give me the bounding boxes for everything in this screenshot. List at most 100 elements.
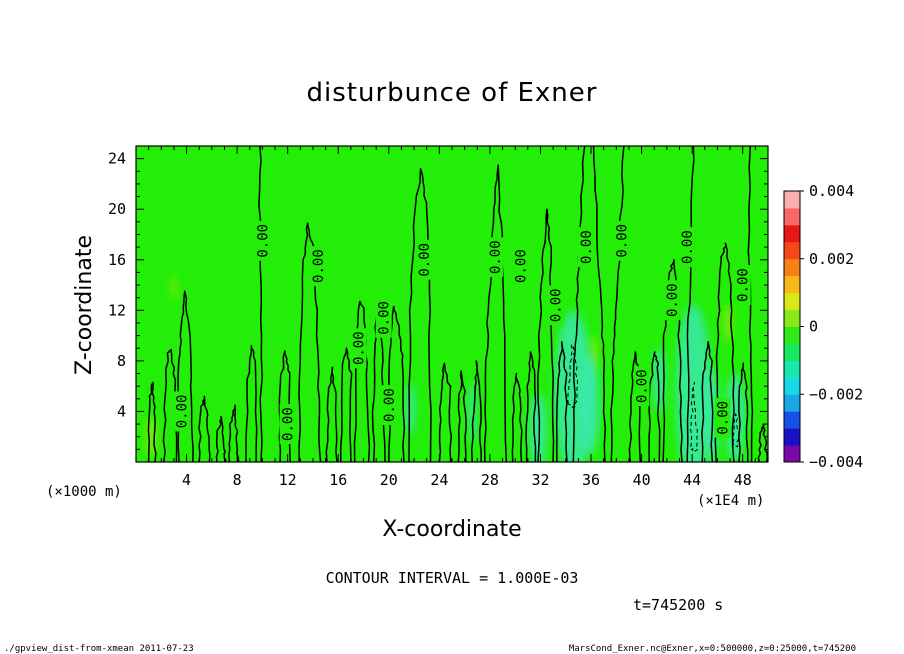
- colorbar-tick-label: 0.004: [809, 182, 854, 200]
- negative-anomaly-patches: [405, 304, 746, 462]
- colorbar-swatch: [784, 326, 800, 344]
- contour-label-6: 0.00: [382, 388, 398, 422]
- colorbar-swatch: [784, 292, 800, 311]
- contour-line-16: [438, 362, 453, 462]
- contour-line-22: [537, 208, 555, 462]
- contour-label-bg-14: [663, 280, 680, 321]
- plot-area: 0.00 0.00 0.00 0.00 0.00 0.00 0.00 0.00 0.00 0.00…: [108, 145, 769, 489]
- contour-label-bg-2: [279, 404, 296, 445]
- contour-line-9: [298, 222, 322, 462]
- contour-label-bg-13: [633, 366, 650, 407]
- colorbar-tick-label: −0.002: [809, 385, 863, 403]
- contour-label-bg-9: [512, 246, 529, 287]
- colorbar-swatch: [784, 445, 800, 463]
- contour-line-32: [714, 242, 735, 462]
- contour-label-15: 0.00: [680, 230, 696, 264]
- contour-line-3: [198, 395, 211, 462]
- colorbar-tick-labels: 0.004 0.002 0 −0.002 −0.004: [800, 182, 863, 471]
- x-tick-label: 32: [531, 471, 549, 489]
- contour-line-26: [610, 146, 625, 462]
- x-tick-label: 16: [329, 471, 347, 489]
- contour-line-0: [147, 381, 157, 462]
- contour-label-bg-5: [375, 297, 392, 338]
- contour-label-11: 0.00: [579, 230, 595, 264]
- contour-label-bg-4: [350, 328, 367, 369]
- contour-label-10: 0.00: [549, 288, 565, 322]
- contour-label-bg-11: [577, 227, 594, 268]
- contour-line-29: [662, 259, 683, 462]
- contour-line-14: [387, 305, 406, 462]
- negative-patch-3: [652, 348, 666, 412]
- colorbar-swatch: [784, 428, 800, 446]
- colorbar-tick-label: 0.002: [809, 250, 854, 268]
- colorbar-swatch: [784, 343, 800, 361]
- contour-label-bg-12: [613, 220, 630, 261]
- y-tick-label: 4: [117, 402, 126, 420]
- y-tick-label: 24: [108, 150, 126, 168]
- positive-patch-1: [171, 274, 177, 301]
- x-tick-label: 8: [233, 471, 242, 489]
- contour-label-bg-15: [679, 227, 696, 268]
- x-tick-label: 40: [633, 471, 651, 489]
- contour-line-38: [732, 413, 740, 448]
- contour-label-0: 0.00: [175, 395, 191, 429]
- contour-label-bg-17: [734, 265, 751, 306]
- colorbar-swatch: [784, 309, 800, 327]
- colorbar-swatch: [784, 207, 800, 226]
- contour-label-16: 0.00: [716, 401, 732, 435]
- y-tick-label: 8: [117, 352, 126, 370]
- x-tick-label: 20: [380, 471, 398, 489]
- contour-line-19: [483, 164, 508, 462]
- x-axis-label: X-coordinate: [382, 517, 521, 542]
- contour-line-28: [648, 351, 661, 462]
- contour-line-8: [278, 350, 292, 462]
- colorbar-swatch: [784, 191, 800, 209]
- contour-label-5: 0.00: [377, 301, 393, 335]
- contour-line-20: [511, 372, 523, 462]
- contour-line-11: [339, 347, 353, 462]
- contour-line-6: [245, 344, 258, 462]
- y-tick-label: 20: [108, 200, 126, 218]
- contour-label-13: 0.00: [635, 369, 651, 403]
- contour-label-bg-16: [714, 397, 731, 438]
- colorbar-swatch: [784, 258, 800, 277]
- contour-label-bg-0: [173, 391, 190, 432]
- contour-label-7: 0.00: [417, 243, 433, 277]
- colorbar-swatch: [784, 275, 800, 294]
- colorbar-swatch: [784, 411, 800, 429]
- contour-label-8: 0.00: [488, 240, 504, 274]
- contour-line-25: [592, 146, 607, 462]
- colorbar-tick-label: −0.004: [809, 453, 863, 471]
- contour-line-24: [572, 146, 586, 462]
- x-tick-label: 4: [182, 471, 191, 489]
- chart-title: disturbunce of Exner: [307, 78, 598, 108]
- contour-lines: [147, 146, 768, 462]
- colorbar-swatch: [784, 224, 800, 243]
- x-unit-left: (×1000 m): [46, 484, 122, 500]
- y-tick-label: 16: [108, 251, 126, 269]
- contour-label-bg-8: [486, 237, 503, 278]
- contour-line-5: [228, 404, 240, 462]
- x-tick-label: 36: [582, 471, 600, 489]
- footer-right: MarsCond_Exner.nc@Exner,x=0:500000,z=0:2…: [569, 644, 856, 654]
- x-tick-label: 24: [430, 471, 448, 489]
- contour-line-34: [747, 146, 754, 462]
- contour-line-18: [470, 360, 482, 462]
- x-tick-label: 28: [481, 471, 499, 489]
- time-label: t=745200 s: [633, 596, 723, 614]
- footer-left: ./gpview_dist-from-xmean 2011-07-23: [4, 644, 194, 654]
- contour-line-21: [525, 351, 537, 462]
- contour-labels: 0.00 0.00 0.00 0.00 0.00 0.00 0.00 0.00 0.00 0.00…: [173, 220, 752, 445]
- negative-patch-2: [579, 354, 600, 456]
- x-tick-label: 12: [279, 471, 297, 489]
- contour-line-31: [701, 341, 714, 462]
- contour-label-bg-6: [380, 385, 397, 426]
- contour-line-33: [738, 362, 749, 462]
- contour-label-3: 0.00: [311, 249, 327, 283]
- colorbar-swatch: [784, 394, 800, 412]
- contour-label-14: 0.00: [665, 283, 681, 317]
- y-axis-label: Z-coordinate: [72, 235, 97, 375]
- contour-interval: CONTOUR INTERVAL = 1.000E-03: [326, 569, 579, 587]
- contour-label-4: 0.00: [352, 331, 368, 365]
